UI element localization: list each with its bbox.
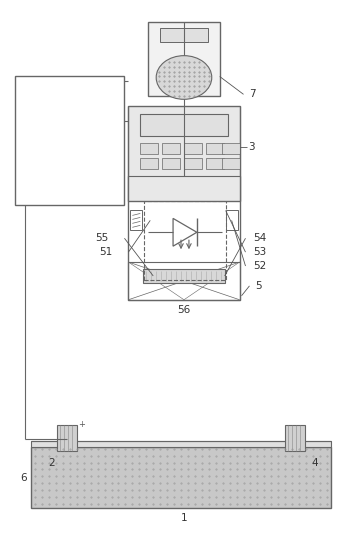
- Bar: [285, 425, 305, 451]
- Bar: [140, 143, 158, 154]
- Bar: [140, 114, 228, 136]
- Bar: [143, 269, 225, 283]
- Bar: [144, 201, 226, 280]
- Bar: [140, 158, 158, 169]
- Bar: [206, 143, 224, 154]
- Bar: [129, 107, 240, 201]
- Bar: [222, 158, 240, 169]
- Text: 4: 4: [312, 457, 318, 468]
- Text: 54: 54: [253, 233, 267, 243]
- Text: 2: 2: [49, 457, 55, 468]
- Text: 6: 6: [20, 473, 26, 483]
- Bar: [206, 158, 224, 169]
- Ellipse shape: [156, 55, 212, 100]
- Bar: [162, 143, 180, 154]
- Bar: [226, 210, 237, 230]
- Text: +: +: [78, 420, 85, 429]
- Text: 55: 55: [95, 233, 109, 243]
- Text: 1: 1: [181, 513, 187, 523]
- Bar: [162, 158, 180, 169]
- Bar: [148, 22, 220, 96]
- Bar: [31, 447, 331, 508]
- Text: 52: 52: [253, 261, 267, 271]
- Bar: [130, 210, 142, 230]
- Text: 5: 5: [256, 281, 262, 291]
- Bar: [129, 176, 240, 300]
- Bar: [222, 143, 240, 154]
- Bar: [224, 172, 232, 180]
- Bar: [184, 158, 202, 169]
- Bar: [57, 425, 77, 451]
- Bar: [31, 441, 331, 447]
- Text: 7: 7: [249, 89, 256, 100]
- Text: 56: 56: [177, 305, 191, 315]
- Bar: [160, 28, 208, 42]
- Bar: [184, 143, 202, 154]
- Bar: [15, 76, 125, 206]
- Text: 3: 3: [248, 142, 255, 152]
- Bar: [129, 262, 240, 300]
- Text: 53: 53: [253, 247, 267, 257]
- Text: 51: 51: [99, 247, 113, 257]
- Bar: [136, 172, 144, 180]
